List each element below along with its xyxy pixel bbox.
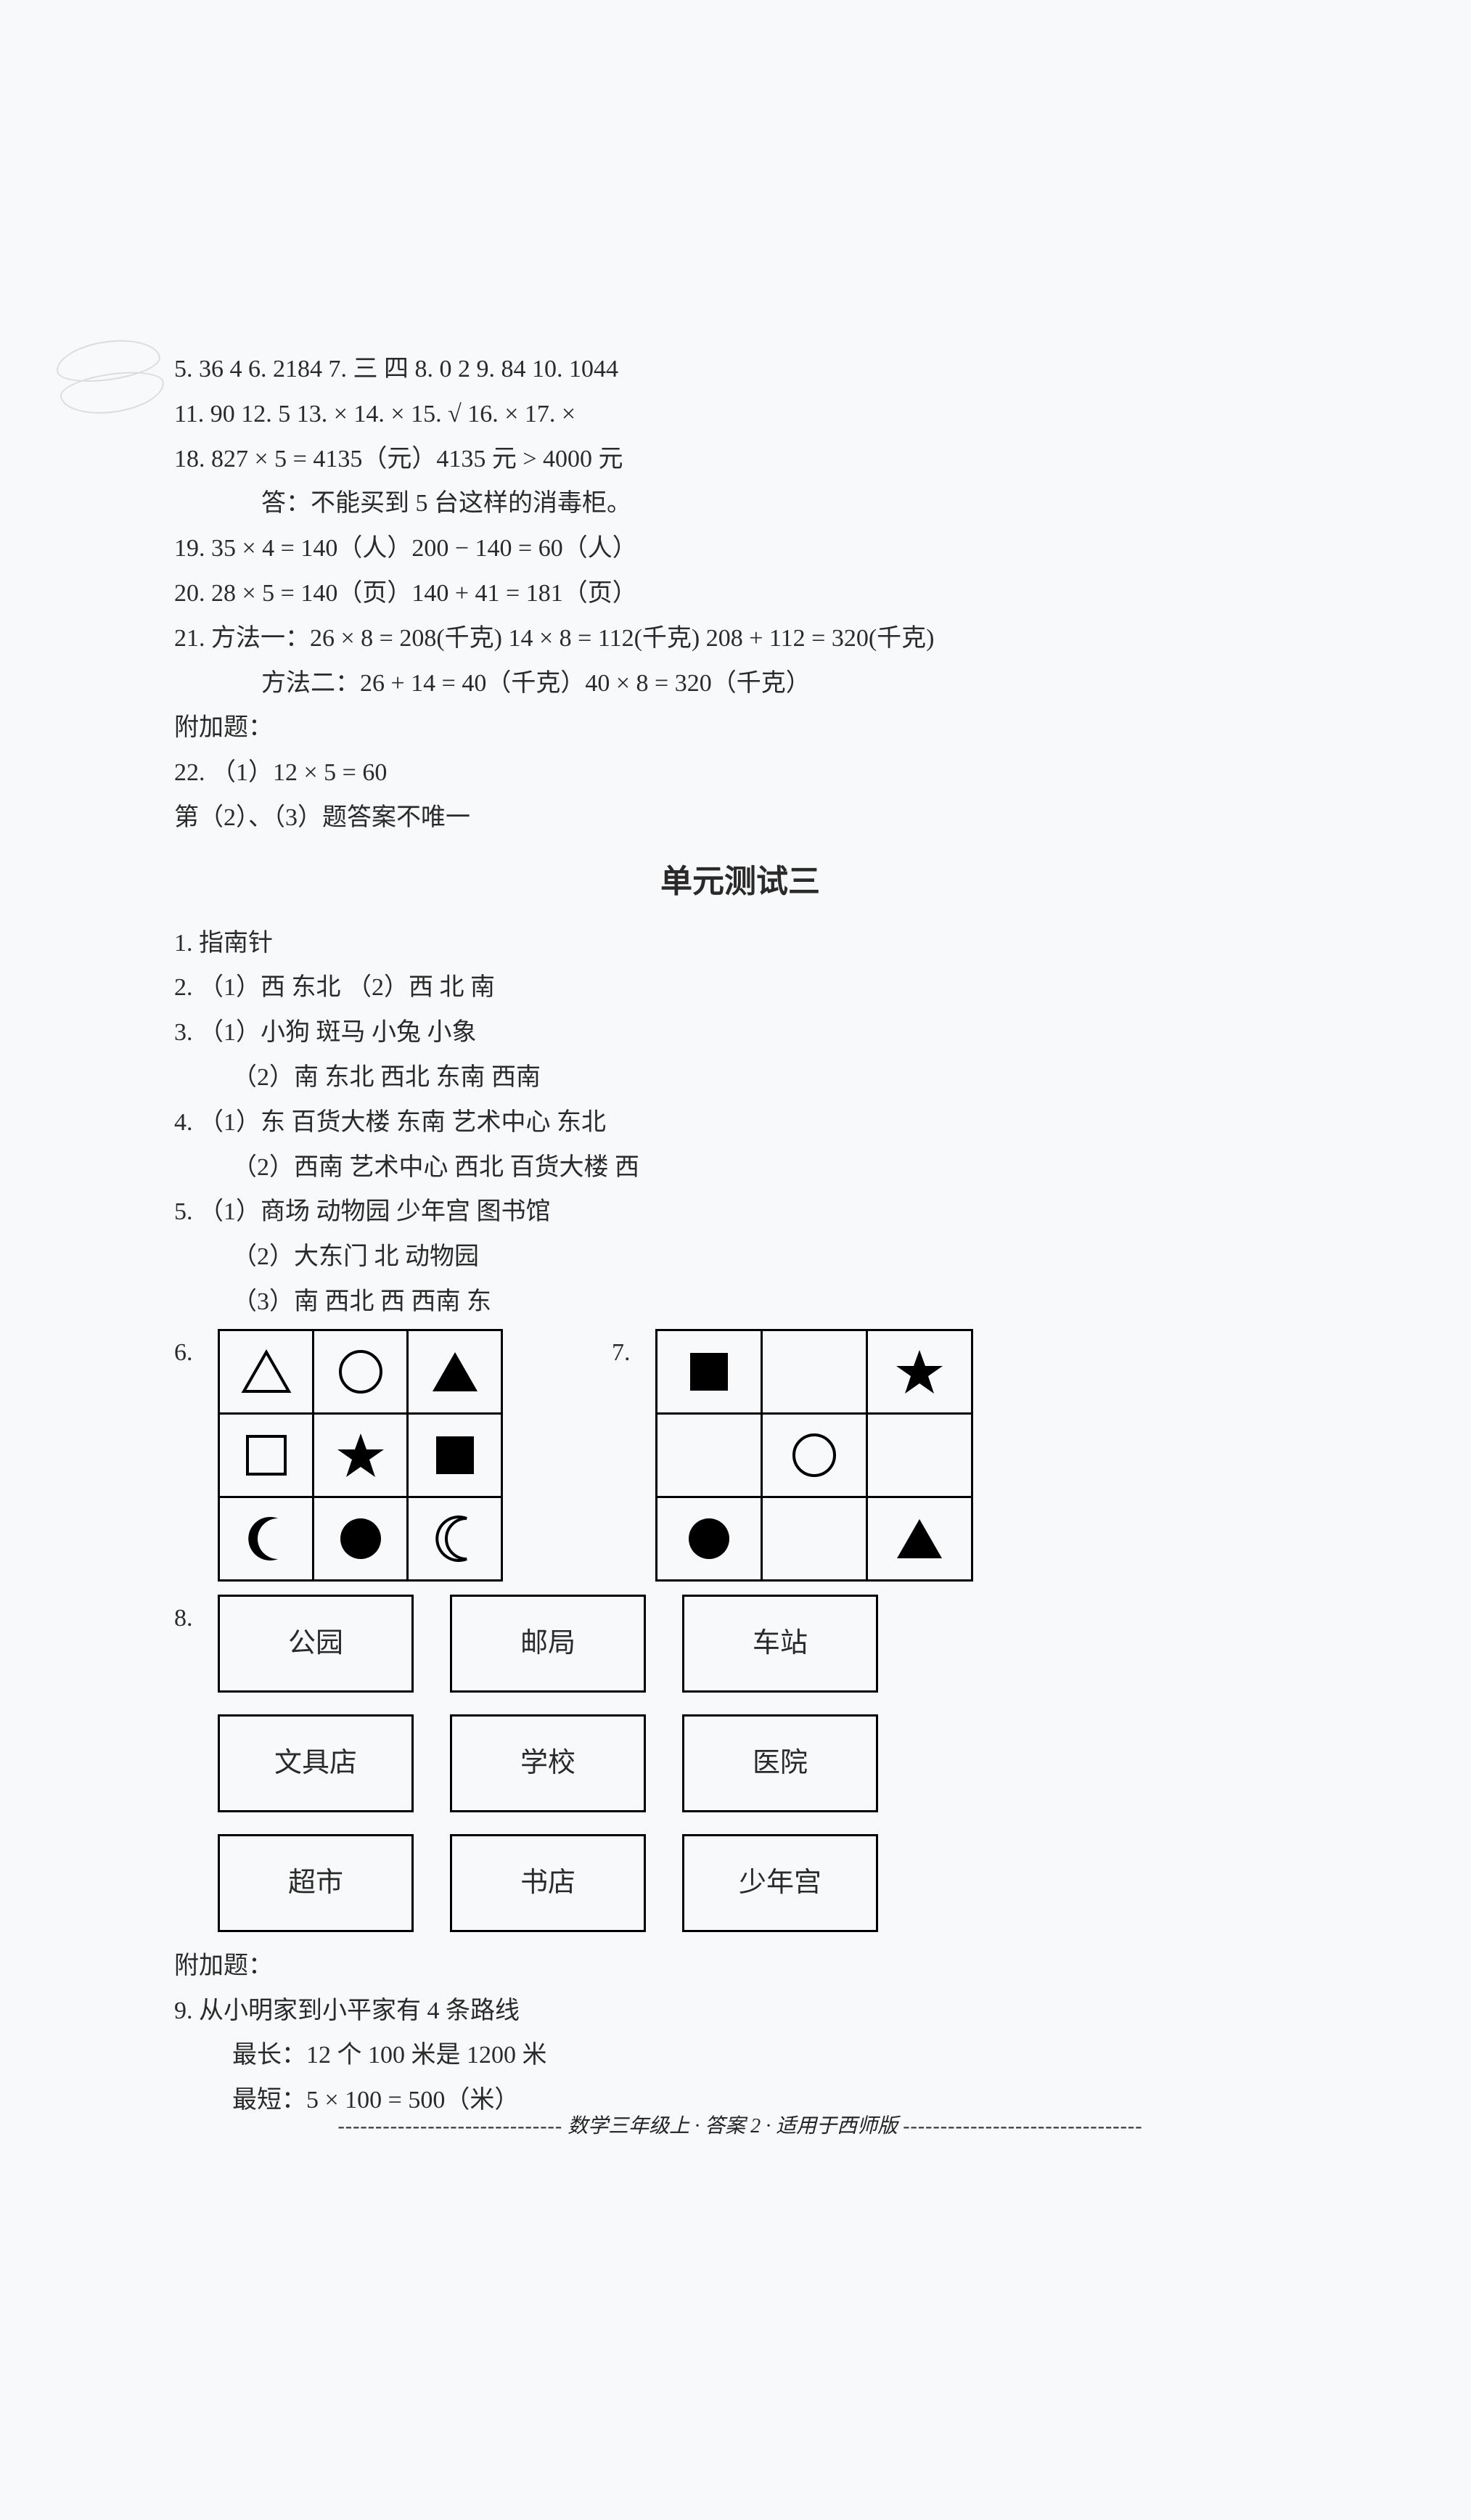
watermark-logo <box>46 333 171 421</box>
answer-line-22b: 第（2）、（3）题答案不唯一 <box>174 797 1306 839</box>
answer-line-21a: 21. 方法一：26 × 8 = 208(千克) 14 × 8 = 112(千克… <box>174 618 1306 660</box>
extra-label: 附加题： <box>174 707 1306 749</box>
q8-cell-8: 少年宫 <box>682 1834 878 1932</box>
s2-line-9b: 最长：12 个 100 米是 1200 米 <box>174 2034 1306 2077</box>
footer-text: 数学三年级上 · 答案 2 · 适用于西师版 <box>567 2115 903 2138</box>
answer-line-18b: 答：不能买到 5 台这样的消毒柜。 <box>174 483 1306 525</box>
q8-cell-2: 车站 <box>682 1595 878 1693</box>
s2-line-9a: 9. 从小明家到小平家有 4 条路线 <box>174 1990 1306 2032</box>
q6-cell-0-0 <box>219 1330 314 1413</box>
s2-line-4a: 4. （1）东 百货大楼 东南 艺术中心 东北 <box>174 1102 1306 1144</box>
q6-cell-1-2 <box>408 1413 502 1497</box>
q8-grid: 公园 邮局 车站 文具店 学校 医院 超市 书店 少年宫 <box>218 1595 878 1932</box>
footer-dash-left: ------------------------------ <box>337 2115 562 2138</box>
q7-cell-0-2 <box>867 1330 972 1413</box>
q8-cell-5: 医院 <box>682 1714 878 1812</box>
q7-cell-2-1 <box>762 1497 867 1580</box>
q6-cell-2-2 <box>408 1497 502 1580</box>
answer-line-22: 22. （1）12 × 5 = 60 <box>174 752 1306 794</box>
answer-line-11: 11. 90 12. 5 13. × 14. × 15. √ 16. × 17.… <box>174 393 1306 435</box>
q7-number: 7. <box>612 1329 655 1374</box>
page-content: 5. 36 4 6. 2184 7. 三 四 8. 0 2 9. 84 10. … <box>174 348 1306 2124</box>
q6-cell-0-1 <box>314 1330 408 1413</box>
answer-line-21b: 方法二：26 + 14 = 40（千克）40 × 8 = 320（千克） <box>174 663 1306 705</box>
q6-cell-1-1 <box>314 1413 408 1497</box>
s2-line-4b: （2）西南 艺术中心 西北 百货大楼 西 <box>174 1147 1306 1189</box>
q6-cell-0-2 <box>408 1330 502 1413</box>
s2-line-3b: （2）南 东北 西北 东南 西南 <box>174 1057 1306 1099</box>
q6-grid <box>218 1329 503 1582</box>
q8-cell-7: 书店 <box>450 1834 646 1932</box>
q6-cell-1-0 <box>219 1413 314 1497</box>
section-title: 单元测试三 <box>174 855 1306 909</box>
q7-cell-1-2 <box>867 1413 972 1497</box>
q8-cell-1: 邮局 <box>450 1595 646 1693</box>
s2-line-2: 2. （1）西 东北 （2）西 北 南 <box>174 967 1306 1009</box>
q8-cell-4: 学校 <box>450 1714 646 1812</box>
q8-row: 8. 公园 邮局 车站 文具店 学校 医院 超市 书店 少年宫 <box>174 1595 1306 1932</box>
answer-line-5: 5. 36 4 6. 2184 7. 三 四 8. 0 2 9. 84 10. … <box>174 348 1306 390</box>
q8-cell-6: 超市 <box>218 1834 414 1932</box>
q8-cell-0: 公园 <box>218 1595 414 1693</box>
s2-line-5b: （2）大东门 北 动物园 <box>174 1236 1306 1278</box>
answer-line-19: 19. 35 × 4 = 140（人）200 − 140 = 60（人） <box>174 528 1306 570</box>
s2-line-3a: 3. （1）小狗 斑马 小兔 小象 <box>174 1012 1306 1054</box>
answer-line-18: 18. 827 × 5 = 4135（元）4135 元 > 4000 元 <box>174 438 1306 480</box>
q7-cell-0-1 <box>762 1330 867 1413</box>
q7-cell-1-0 <box>657 1413 762 1497</box>
page-footer: ------------------------------ 数学三年级上 · … <box>174 2110 1306 2139</box>
answer-line-20: 20. 28 × 5 = 140（页）140 + 41 = 181（页） <box>174 573 1306 615</box>
q7-cell-0-0 <box>657 1330 762 1413</box>
s2-line-5a: 5. （1）商场 动物园 少年宫 图书馆 <box>174 1191 1306 1233</box>
q7-cell-1-1 <box>762 1413 867 1497</box>
q7-grid <box>655 1329 973 1582</box>
q6-cell-2-1 <box>314 1497 408 1580</box>
q8-cell-3: 文具店 <box>218 1714 414 1812</box>
q7-cell-2-0 <box>657 1497 762 1580</box>
q6-number: 6. <box>174 1329 218 1374</box>
q6-cell-2-0 <box>219 1497 314 1580</box>
footer-dash-right: -------------------------------- <box>903 2115 1142 2138</box>
s2-line-5c: （3）南 西北 西 西南 东 <box>174 1281 1306 1323</box>
extra-label-2: 附加题： <box>174 1945 1306 1987</box>
s2-line-1: 1. 指南针 <box>174 922 1306 965</box>
q8-number: 8. <box>174 1595 218 1640</box>
q7-cell-2-2 <box>867 1497 972 1580</box>
q6-q7-row: 6. 7. <box>174 1329 1306 1582</box>
